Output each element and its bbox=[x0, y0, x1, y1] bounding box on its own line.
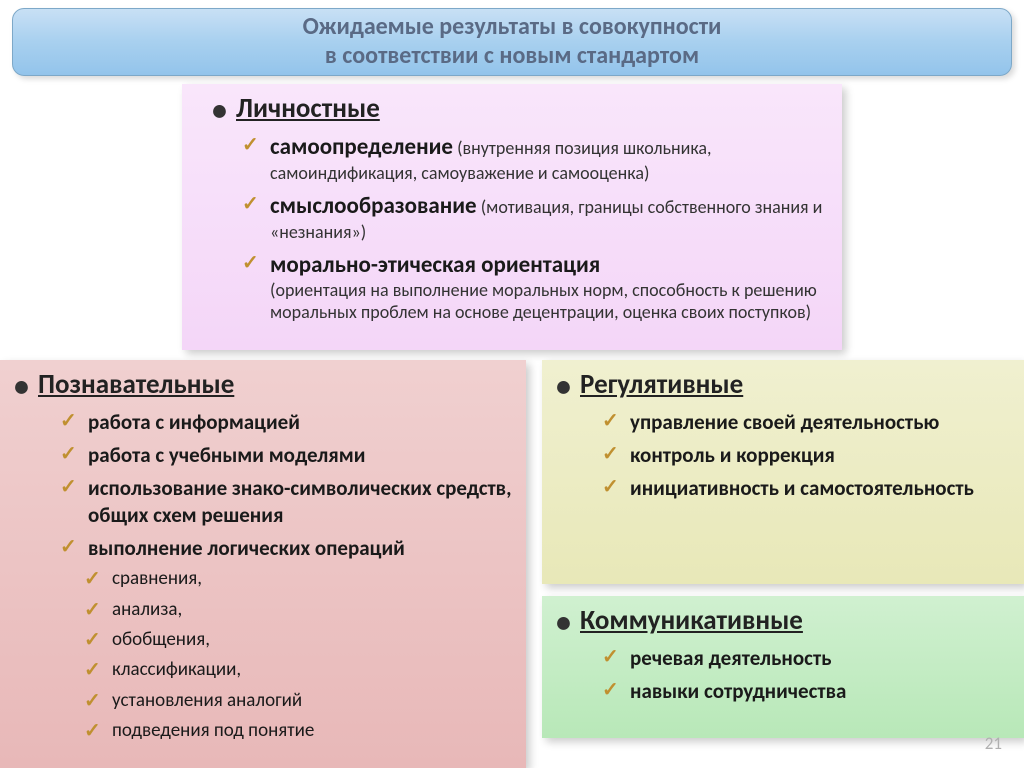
personal-item: самоопределение (внутренняя позиция школ… bbox=[242, 133, 832, 186]
personal-item: смыслообразование (мотивация, границы со… bbox=[242, 192, 832, 245]
personal-item-bold: смыслообразование bbox=[270, 192, 477, 220]
communicative-item: речевая деятельность bbox=[602, 645, 1014, 672]
cognitive-title: Познавательные bbox=[14, 368, 516, 405]
header-banner: Ожидаемые результаты в совокупности в со… bbox=[12, 8, 1012, 76]
cognitive-subitem: установления аналогий bbox=[84, 689, 516, 713]
header-line-2: в соответствии с новым стандартом bbox=[325, 42, 699, 71]
cognitive-item: работа с учебными моделями bbox=[60, 442, 516, 469]
personal-item: морально-этическая ориентация (ориентаци… bbox=[242, 251, 832, 324]
panel-regulative: Регулятивные управление своей деятельнос… bbox=[542, 360, 1024, 584]
cognitive-item: работа с информацией bbox=[60, 409, 516, 436]
regulative-item: управление своей деятельностью bbox=[602, 409, 1014, 436]
regulative-item: инициативность и самостоятельность bbox=[602, 475, 1014, 502]
personal-item-note: (ориентация на выполнение моральных норм… bbox=[270, 280, 832, 323]
panel-communicative: Коммуникативные речевая деятельность нав… bbox=[542, 596, 1024, 738]
regulative-item: контроль и коррекция bbox=[602, 442, 1014, 469]
cognitive-subitem: сравнения, bbox=[84, 567, 516, 591]
panel-cognitive: Познавательные работа с информацией рабо… bbox=[0, 360, 526, 768]
cognitive-subitem: анализа, bbox=[84, 598, 516, 622]
personal-item-bold: самоопределение bbox=[270, 133, 453, 161]
header-line-1: Ожидаемые результаты в совокупности bbox=[303, 13, 722, 42]
cognitive-item: использование знако-символических средст… bbox=[60, 475, 516, 529]
panel-personal: Личностные самоопределение (внутренняя п… bbox=[182, 84, 842, 350]
communicative-item: навыки сотрудничества bbox=[602, 678, 1014, 705]
cognitive-subitem: подведения под понятие bbox=[84, 719, 516, 743]
page-number: 21 bbox=[985, 733, 1002, 754]
regulative-title: Регулятивные bbox=[556, 368, 1014, 405]
cognitive-subitem: классификации, bbox=[84, 658, 516, 682]
personal-title: Личностные bbox=[212, 92, 832, 129]
communicative-title: Коммуникативные bbox=[556, 604, 1014, 641]
personal-item-bold: морально-этическая ориентация bbox=[270, 251, 600, 279]
cognitive-subitem: обобщения, bbox=[84, 628, 516, 652]
cognitive-item: выполнение логических операций bbox=[60, 535, 516, 562]
